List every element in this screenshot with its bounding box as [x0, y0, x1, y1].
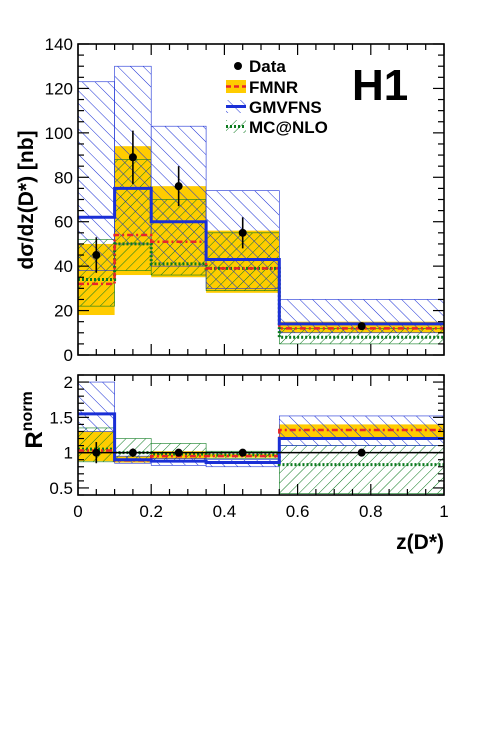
- legend: Data FMNR GMVFNS MC@NLO: [226, 57, 328, 137]
- x-axis-label: z(D*): [396, 531, 444, 554]
- y-tick-label: 40: [54, 257, 73, 276]
- data-point: [128, 448, 137, 457]
- y-tick-label: 100: [45, 124, 73, 143]
- y-tick-label: 120: [45, 79, 73, 98]
- theory-lines-top: [78, 186, 444, 339]
- axes-bottom: 0.5 1 1.5 2 0 0.2 0.4 0.6 0.8 1: [49, 373, 448, 521]
- x-tick-label: 0: [73, 502, 82, 521]
- x-tick-label: 0.4: [213, 502, 237, 521]
- legend-mcatnlo-label: MC@NLO: [249, 118, 328, 137]
- data-point: [357, 322, 366, 331]
- data-point: [174, 182, 183, 191]
- y-tick-label: 140: [45, 35, 73, 54]
- data-point: [357, 448, 366, 457]
- experiment-label: H1: [352, 61, 408, 110]
- gmvfns-central-line: [78, 186, 444, 326]
- data-point: [92, 448, 101, 457]
- gmvfns-central-line: [78, 412, 444, 465]
- fmnr-central-line: [78, 428, 444, 462]
- x-tick-label: 0.6: [286, 502, 310, 521]
- legend-data-marker: [234, 62, 242, 70]
- y-tick-label: 80: [54, 168, 73, 187]
- data-point: [128, 153, 137, 162]
- data-point: [238, 228, 247, 237]
- y-tick-label: 1: [64, 444, 73, 463]
- y-tick-label: 0: [64, 346, 73, 365]
- top-y-axis-label: dσ/dz(D*) [nb]: [15, 130, 38, 269]
- y-tick-label: 2: [64, 373, 73, 392]
- bottom-y-axis-label: Rnorm: [19, 391, 48, 448]
- bottom-panel: 0.5 1 1.5 2 0 0.2 0.4 0.6 0.8 1 Rnorm z(D*): [19, 373, 449, 554]
- y-tick-label: 20: [54, 302, 73, 321]
- x-tick-label: 0.8: [359, 502, 383, 521]
- data-point: [92, 251, 101, 260]
- y-tick-label: 1.5: [49, 408, 73, 427]
- data-point: [174, 448, 183, 457]
- data-points-bottom: [92, 442, 366, 464]
- y-tick-label: 60: [54, 213, 73, 232]
- x-tick-label: 0.2: [139, 502, 163, 521]
- axes-top: 0 20 40 60 80 100 120 140: [45, 35, 445, 365]
- top-panel: 0 20 40 60 80 100 120 140 H1 Data FMNR GMVFNS M…: [15, 35, 445, 365]
- data-point: [238, 448, 247, 457]
- y-tick-label: 0.5: [49, 479, 73, 498]
- legend-gmvfns-label: GMVFNS: [249, 98, 322, 117]
- x-tick-label: 1: [439, 502, 448, 521]
- data-points-top: [92, 130, 366, 331]
- gmvfns-band-bin: [78, 381, 115, 432]
- legend-fmnr-label: FMNR: [249, 78, 298, 97]
- legend-data-label: Data: [249, 57, 286, 76]
- mcatnlo-central-line: [78, 242, 444, 339]
